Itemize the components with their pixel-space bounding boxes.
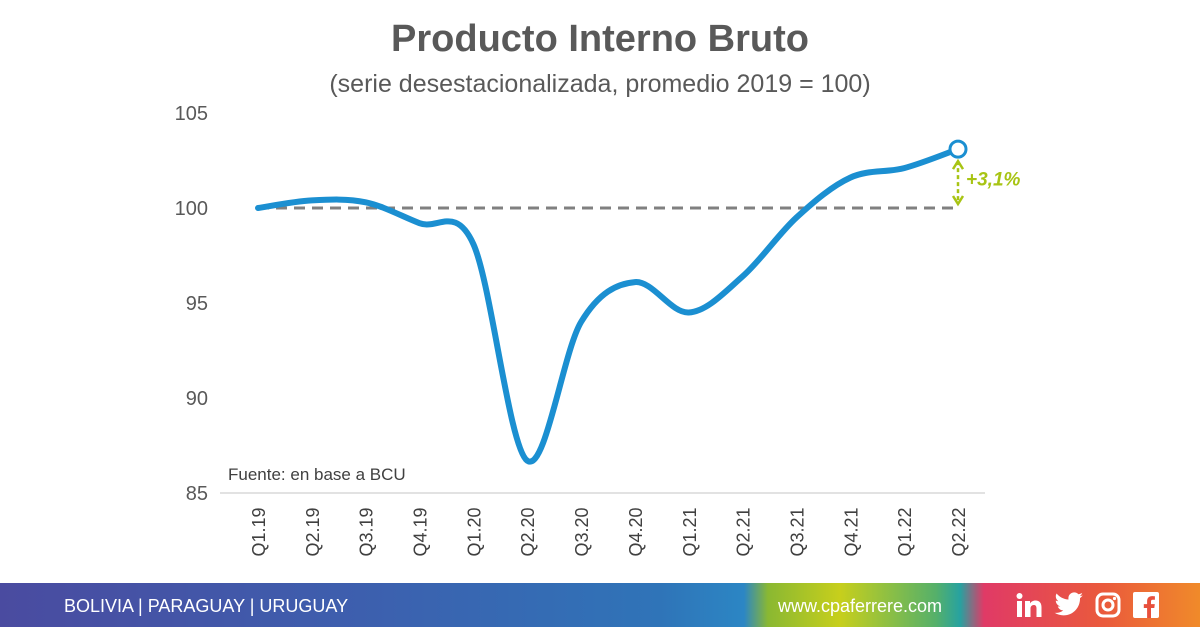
x-tick-label: Q1.21	[680, 507, 700, 556]
x-tick-label: Q2.22	[949, 507, 969, 556]
footer-bar: BOLIVIA | PARAGUAY | URUGUAY www.cpaferr…	[0, 583, 1200, 627]
delta-arrow-head-top	[951, 158, 965, 170]
x-tick-label: Q4.21	[841, 507, 861, 556]
series-line	[255, 146, 961, 465]
x-tick-label: Q2.19	[303, 507, 323, 556]
y-tick-label: 95	[186, 293, 208, 315]
x-tick-label: Q3.19	[357, 507, 377, 556]
x-tick-label: Q2.20	[518, 507, 538, 556]
y-tick-label: 90	[186, 388, 208, 410]
gdp-line-chart: 85 90 95 100 105 Q1.19 Q2.19 Q3.19 Q4.19 Q1.20 Q2…	[175, 103, 1021, 557]
footer-website-link[interactable]: www.cpaferrere.com	[778, 596, 943, 616]
chart-title: Producto Interno Bruto	[391, 18, 809, 60]
x-tick-label: Q1.22	[895, 507, 915, 556]
x-tick-label: Q1.20	[464, 507, 484, 556]
chart-subtitle: (serie desestacionalizada, promedio 2019…	[329, 70, 871, 98]
delta-label: +3,1%	[966, 170, 1021, 191]
y-tick-label: 100	[175, 198, 208, 220]
x-tick-label: Q2.21	[734, 507, 754, 556]
y-tick-label: 105	[175, 103, 208, 125]
delta-arrow-head-bottom	[951, 195, 965, 207]
y-tick-label: 85	[186, 483, 208, 505]
y-axis: 85 90 95 100 105	[175, 103, 208, 505]
instagram-icon[interactable]	[1095, 592, 1121, 618]
twitter-icon[interactable]	[1054, 592, 1084, 618]
x-tick-label: Q1.19	[249, 507, 269, 556]
x-tick-label: Q4.20	[626, 507, 646, 556]
data-points	[948, 139, 968, 159]
source-note: Fuente: en base a BCU	[228, 465, 406, 484]
delta-arrow	[951, 158, 965, 207]
footer-countries: BOLIVIA | PARAGUAY | URUGUAY	[64, 596, 349, 616]
linkedin-icon[interactable]	[1016, 592, 1044, 618]
last-data-point	[948, 139, 968, 159]
x-axis: Q1.19 Q2.19 Q3.19 Q4.19 Q1.20 Q2.20 Q3.20 Q4.20…	[249, 507, 969, 556]
x-tick-label: Q3.20	[572, 507, 592, 556]
x-tick-label: Q3.21	[787, 507, 807, 556]
facebook-icon[interactable]	[1133, 592, 1159, 618]
x-tick-label: Q4.19	[411, 507, 431, 556]
